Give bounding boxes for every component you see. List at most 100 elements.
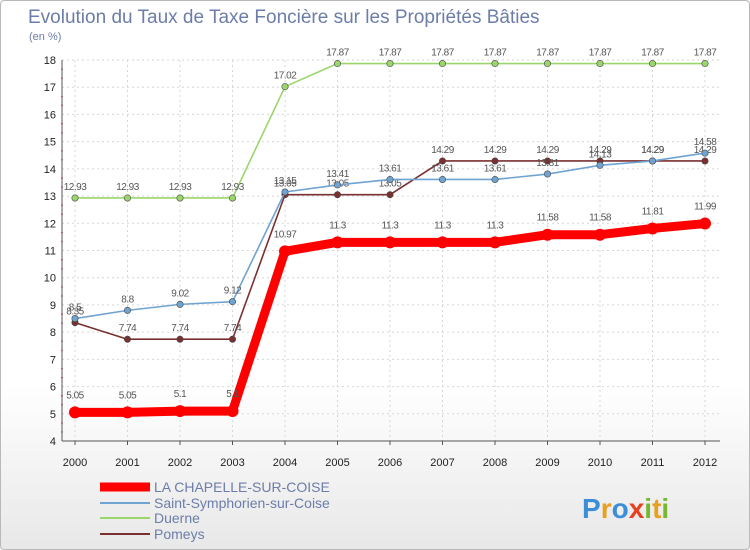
data-label: 14.29: [641, 145, 664, 156]
data-label: 14.29: [484, 145, 507, 156]
data-label: 17.02: [274, 71, 297, 82]
y-tick-label-11: 11: [45, 246, 56, 258]
data-label: 7.74: [171, 323, 189, 334]
data-point: [491, 175, 499, 183]
data-point: [543, 170, 551, 178]
data-point: [596, 60, 604, 68]
data-point: [384, 236, 396, 249]
y-tick-label-18: 18: [44, 55, 56, 67]
data-label: 14.29: [536, 145, 559, 156]
proxiti-wordmark: Proxiti: [582, 493, 669, 524]
data-point: [174, 405, 186, 418]
data-point: [701, 60, 709, 68]
logo-letter: r: [601, 493, 612, 524]
data-point: [648, 157, 656, 165]
data-label: 12.93: [64, 182, 87, 193]
data-point: [386, 175, 394, 183]
data-point: [281, 188, 289, 196]
y-tick-label-4: 4: [50, 436, 56, 448]
x-tick-label-2004: 2004: [273, 457, 297, 469]
data-point: [701, 149, 709, 157]
data-label: 9.12: [224, 286, 242, 297]
data-point: [281, 83, 289, 91]
x-tick-label-2000: 2000: [63, 457, 87, 469]
data-label: 13.61: [379, 163, 402, 174]
data-label: 13.61: [484, 163, 507, 174]
data-point: [699, 217, 711, 230]
legend: LA CHAPELLE-SUR-COISESaint-Symphorien-su…: [100, 479, 330, 542]
data-label: 11.3: [434, 220, 452, 231]
x-tick-label-2002: 2002: [168, 457, 192, 469]
data-point: [176, 300, 184, 308]
series-0: 5.05 5.05 5.1 5.1 10.97 11.3 11.3 11.3 11.3 11.58…: [66, 202, 717, 419]
logo-letter: o: [612, 493, 629, 524]
y-tick-label-17: 17: [44, 82, 56, 94]
data-label: 11.81: [642, 206, 665, 217]
data-label: 17.87: [326, 48, 349, 59]
series-3: 8.357.747.747.7413.0513.0513.0514.2914.2…: [66, 145, 718, 343]
data-label: 17.87: [484, 48, 507, 59]
data-point: [701, 157, 709, 165]
series-2: 12.93 12.93 12.93 12.93 17.02 17.87 17.87 17.87…: [64, 48, 718, 202]
x-tick-label-2011: 2011: [641, 457, 665, 469]
chart-title: Evolution du Taux de Taxe Foncière sur l…: [28, 7, 540, 28]
x-tick-label-2005: 2005: [325, 457, 349, 469]
series-1: 8.5 8.8 9.02 9.12 13.15 13.41 13.61 13.61 13.61 1…: [69, 137, 718, 323]
y-tick-label-15: 15: [44, 137, 56, 149]
data-label: 5.1: [226, 389, 239, 400]
x-tick-label-2008: 2008: [483, 457, 507, 469]
legend-label-1: Saint-Symphorien-sur-Coise: [154, 495, 330, 511]
legend-label-2: Duerne: [154, 510, 200, 526]
data-point: [333, 191, 341, 199]
data-label: 17.87: [694, 48, 717, 59]
y-tick-label-6: 6: [50, 382, 56, 394]
x-tick-label-2003: 2003: [220, 457, 244, 469]
data-point: [69, 406, 81, 419]
data-point: [176, 335, 184, 343]
data-label: 11.3: [487, 220, 505, 231]
data-point: [491, 60, 499, 68]
data-label: 17.87: [589, 48, 612, 59]
data-label: 17.87: [536, 48, 559, 59]
data-point: [543, 157, 551, 165]
data-label: 13.81: [536, 158, 559, 169]
x-tick-label-2010: 2010: [588, 457, 612, 469]
logo-letter: x: [629, 493, 645, 524]
y-tick-label-7: 7: [50, 354, 56, 366]
data-point: [438, 60, 446, 68]
data-point: [438, 157, 446, 165]
data-label: 17.87: [641, 48, 664, 59]
data-label: 8.8: [121, 294, 134, 305]
data-point: [229, 194, 237, 202]
y-axis-unit-label: (en %): [29, 31, 61, 43]
logo-letter: i: [644, 493, 652, 524]
data-point: [124, 194, 132, 202]
data-point: [124, 335, 132, 343]
data-point: [279, 245, 291, 258]
data-label: 7.74: [119, 323, 137, 334]
data-label: 14.29: [641, 145, 664, 156]
data-point: [124, 306, 132, 314]
y-tick-label-10: 10: [44, 273, 56, 285]
data-label: 8.5: [69, 303, 82, 314]
data-label: 5.05: [119, 390, 137, 401]
data-label: 17.87: [431, 48, 454, 59]
data-label: 11.3: [382, 220, 400, 231]
y-tick-label-8: 8: [50, 327, 56, 339]
data-point: [386, 60, 394, 68]
data-point: [229, 298, 237, 306]
y-tick-label-13: 13: [44, 191, 56, 203]
data-label: 11.99: [694, 202, 717, 213]
data-label: 5.1: [174, 389, 187, 400]
data-label: 14.29: [589, 145, 612, 156]
data-label: 10.97: [274, 229, 297, 240]
data-label: 12.93: [116, 182, 139, 193]
data-point: [229, 335, 237, 343]
logo-letter: P: [582, 493, 601, 524]
data-label: 13.05: [274, 179, 297, 190]
data-label: 11.58: [589, 213, 612, 224]
logo-letter: i: [661, 493, 669, 524]
y-tick-label-16: 16: [44, 109, 56, 121]
data-point: [489, 236, 501, 249]
